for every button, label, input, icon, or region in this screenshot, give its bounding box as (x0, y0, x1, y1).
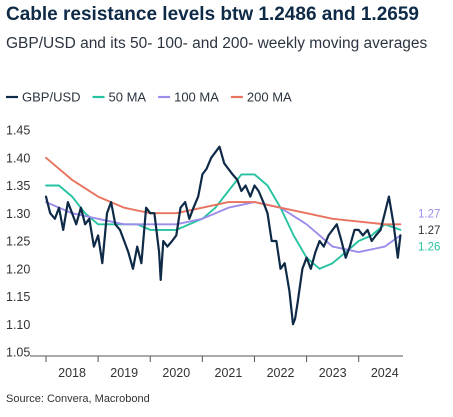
end-label-2: 1.26 (418, 242, 440, 254)
chart-title: Cable resistance levels btw 1.2486 and 1… (6, 4, 419, 25)
series-line-1 (45, 173, 402, 270)
y-tick-label-7: 1.10 (6, 318, 30, 332)
y-tick-label-5: 1.20 (6, 262, 30, 276)
x-tick-label-4: 2022 (267, 366, 295, 380)
chart-subtitle: GBP/USD and its 50- 100- and 200- weekly… (6, 35, 428, 52)
x-tick-label-0: 2018 (58, 366, 86, 380)
series-line-3 (45, 156, 402, 226)
x-tick-label-5: 2023 (319, 366, 347, 380)
legend-label-1: 50 MA (109, 90, 147, 105)
end-labels: 1.27 1.27 1.26 (418, 208, 440, 253)
x-tick-label-2: 2020 (162, 366, 190, 380)
y-tick-label-8: 1.05 (6, 346, 30, 360)
x-tick-label-6: 2024 (371, 366, 399, 380)
series-lines (44, 145, 402, 326)
y-tick-label-1: 1.40 (6, 151, 30, 165)
end-label-1: 1.27 (418, 225, 440, 237)
y-tick-label-0: 1.45 (6, 124, 30, 138)
y-axis: 1.45 1.40 1.35 1.30 1.25 1.20 1.15 1.10 1.05 (6, 124, 30, 360)
y-tick-label-4: 1.25 (6, 235, 30, 249)
y-tick-label-2: 1.35 (6, 179, 30, 193)
x-tick-label-1: 2019 (110, 366, 138, 380)
series-line-0 (44, 145, 402, 326)
y-tick-label-3: 1.30 (6, 207, 30, 221)
legend-label-0: GBP/USD (22, 90, 81, 105)
legend-label-3: 200 MA (247, 90, 292, 105)
legend: GBP/USD 50 MA 100 MA 200 MA (6, 90, 292, 105)
legend-label-2: 100 MA (174, 90, 219, 105)
end-label-0: 1.27 (418, 208, 440, 220)
x-axis: 2018 2019 2020 2021 2022 2023 2024 (30, 355, 403, 380)
x-tick-label-3: 2021 (215, 366, 243, 380)
y-tick-label-6: 1.15 (6, 290, 30, 304)
chart-canvas: GBP/USD 50 MA 100 MA 200 MA 1.45 1.40 1.35 1.3… (6, 90, 440, 380)
source-note: Source: Convera, Macrobond (6, 393, 150, 405)
